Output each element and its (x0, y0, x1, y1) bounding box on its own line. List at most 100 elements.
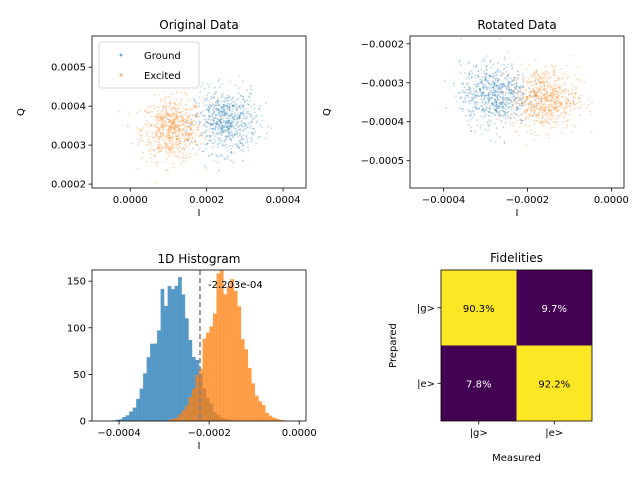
scatter-point (215, 122, 218, 125)
scatter-point (497, 110, 500, 113)
scatter-point (537, 89, 540, 91)
scatter-point (179, 150, 182, 153)
scatter-point (180, 98, 183, 100)
scatter-point (488, 82, 490, 85)
scatter-point (227, 106, 230, 108)
scatter-point (534, 76, 536, 79)
scatter-point (526, 96, 529, 99)
scatter-point (467, 124, 470, 126)
x-axis-label: I (198, 441, 201, 452)
scatter-point (539, 107, 541, 110)
scatter-point (218, 126, 221, 128)
scatter-point (549, 93, 552, 96)
scatter-point (226, 120, 229, 122)
scatter-point (156, 116, 158, 118)
scatter-point (173, 145, 176, 148)
scatter-point (547, 103, 549, 106)
scatter-point (127, 124, 129, 127)
scatter-point (196, 126, 199, 129)
scatter-point (493, 82, 496, 84)
scatter-point (169, 136, 172, 138)
scatter-point (194, 115, 197, 118)
scatter-point (488, 111, 491, 113)
scatter-point (194, 116, 196, 119)
scatter-point (493, 84, 496, 87)
scatter-point (221, 93, 224, 96)
x-axis-label: Measured (492, 453, 541, 464)
scatter-point (504, 112, 507, 114)
scatter-point (166, 169, 169, 172)
scatter-point (558, 101, 561, 104)
scatter-point (212, 132, 214, 134)
scatter-point (225, 117, 228, 120)
scatter-point (521, 105, 523, 107)
scatter-point (529, 94, 531, 97)
scatter-point (226, 123, 228, 125)
scatter-point (537, 117, 540, 120)
scatter-point (224, 109, 227, 112)
scatter-point (218, 119, 221, 122)
scatter-point (221, 107, 224, 109)
scatter-point (534, 109, 537, 111)
scatter-point (485, 72, 488, 75)
scatter-point (498, 114, 501, 117)
scatter-point (501, 86, 504, 89)
scatter-point (184, 123, 187, 126)
scatter-point (532, 123, 535, 125)
scatter-point (249, 124, 252, 127)
scatter-point (536, 95, 538, 97)
scatter-point (499, 96, 502, 99)
scatter-point (546, 93, 549, 96)
scatter-point (230, 122, 232, 125)
scatter-point (470, 93, 473, 95)
scatter-point (536, 95, 539, 98)
scatter-point (213, 111, 216, 113)
scatter-point (506, 86, 509, 88)
scatter-point (171, 137, 174, 140)
scatter-point (488, 81, 491, 84)
scatter-point (485, 68, 488, 70)
scatter-point (504, 117, 507, 119)
scatter-point (550, 64, 553, 67)
scatter-point (252, 127, 255, 130)
scatter-point (229, 134, 232, 137)
scatter-point (521, 102, 524, 105)
scatter-point (216, 123, 219, 126)
scatter-point (482, 94, 485, 97)
scatter-point (160, 147, 163, 149)
scatter-point (223, 157, 226, 160)
scatter-point (484, 94, 486, 97)
scatter-point (497, 77, 500, 80)
scatter-point (504, 91, 507, 94)
scatter-point (171, 131, 174, 134)
scatter-point (521, 73, 524, 76)
scatter-point (159, 129, 161, 132)
scatter-point (513, 98, 516, 101)
scatter-point (525, 111, 528, 113)
scatter-point (180, 120, 183, 122)
scatter-point (504, 94, 507, 96)
scatter-point (196, 115, 199, 118)
scatter-point (498, 106, 501, 108)
scatter-point (468, 87, 471, 89)
scatter-point (191, 132, 194, 135)
scatter-point (511, 96, 513, 99)
scatter-point (231, 105, 234, 108)
scatter-point (480, 115, 482, 118)
scatter-point (516, 94, 518, 96)
scatter-point (174, 111, 177, 113)
scatter-point (221, 125, 223, 127)
scatter-point (479, 89, 481, 92)
scatter-point (217, 101, 220, 104)
scatter-point (226, 126, 228, 128)
scatter-point (494, 99, 497, 101)
scatter-point (192, 98, 195, 100)
scatter-point (172, 121, 175, 123)
scatter-point (225, 114, 228, 117)
scatter-point (168, 142, 171, 145)
scatter-point (216, 100, 219, 103)
scatter-point (482, 88, 485, 91)
scatter-point (484, 78, 487, 81)
scatter-point (555, 120, 558, 123)
scatter-point (249, 85, 252, 87)
